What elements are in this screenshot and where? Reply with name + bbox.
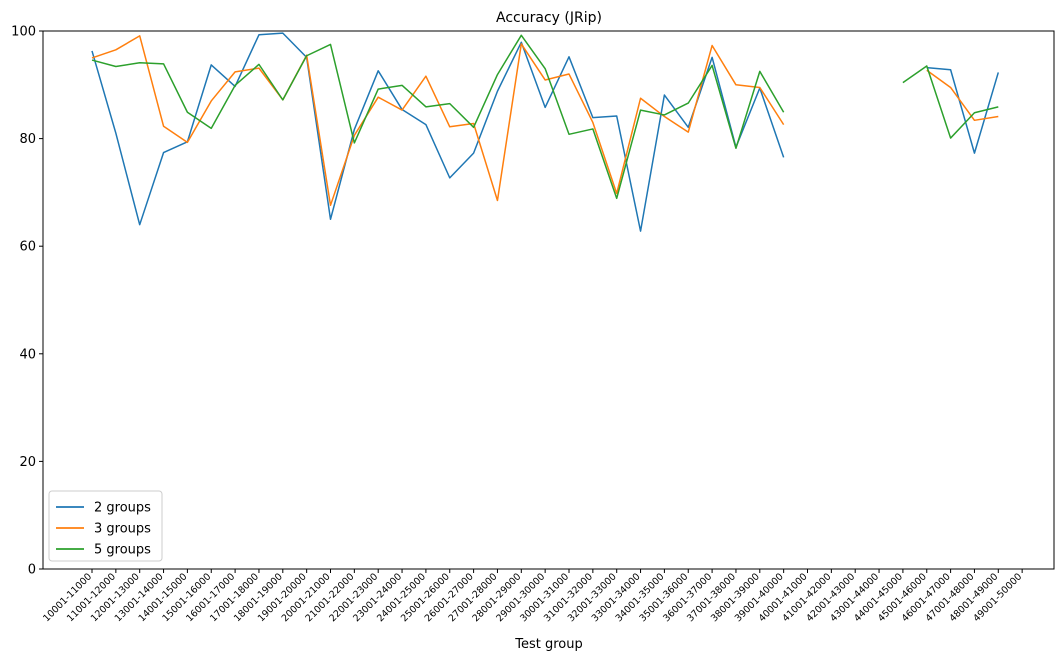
series-line bbox=[91, 32, 785, 232]
y-tick-label: 100 bbox=[11, 25, 36, 40]
y-tick-label: 0 bbox=[28, 563, 36, 578]
y-tick-label: 80 bbox=[19, 132, 36, 147]
x-axis-label: Test group bbox=[514, 637, 583, 652]
y-tick-label: 60 bbox=[19, 240, 36, 255]
series-line bbox=[91, 35, 785, 207]
series-line bbox=[902, 65, 999, 139]
series-layer bbox=[91, 32, 1000, 232]
legend-item: 3 groups bbox=[56, 522, 151, 537]
y-tick-label: 40 bbox=[19, 347, 36, 362]
series-2 bbox=[91, 35, 999, 207]
y-axis: 0 20 40 60 80 100 bbox=[11, 25, 43, 578]
legend-item: 5 groups bbox=[56, 543, 151, 558]
plot-frame bbox=[42, 30, 1055, 570]
legend-box bbox=[48, 490, 163, 562]
series-3 bbox=[91, 34, 999, 200]
series-line bbox=[91, 34, 785, 200]
legend-label: 2 groups bbox=[94, 501, 151, 516]
legend-item: 2 groups bbox=[56, 501, 151, 516]
legend-label: 3 groups bbox=[94, 522, 151, 537]
series-line bbox=[926, 66, 1000, 154]
legend: 2 groups 3 groups 5 groups bbox=[48, 490, 163, 562]
series-1 bbox=[91, 32, 1000, 232]
series-line bbox=[926, 69, 999, 122]
y-tick-label: 20 bbox=[19, 455, 36, 470]
chart-title: Accuracy (JRip) bbox=[496, 10, 602, 26]
legend-label: 5 groups bbox=[94, 543, 151, 558]
